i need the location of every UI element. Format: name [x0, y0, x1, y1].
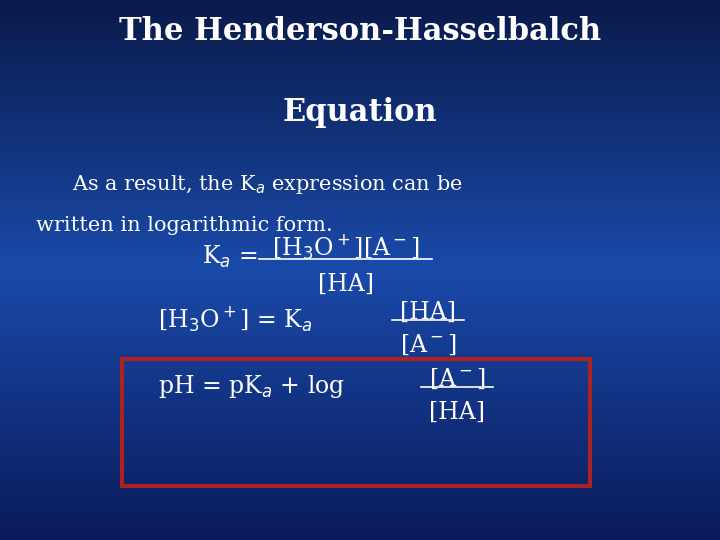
Text: [H$_3$O$^+$] = K$_a$: [H$_3$O$^+$] = K$_a$ — [158, 305, 313, 334]
Text: As a result, the K$_a$ expression can be: As a result, the K$_a$ expression can be — [72, 173, 463, 196]
Text: pH = pK$_a$ + log: pH = pK$_a$ + log — [158, 373, 346, 400]
Text: [HA]: [HA] — [318, 273, 374, 296]
Text: Equation: Equation — [283, 97, 437, 128]
Text: The Henderson-Hasselbalch: The Henderson-Hasselbalch — [119, 16, 601, 47]
Text: [A$^-$]: [A$^-$] — [400, 333, 456, 357]
Text: [A$^-$]: [A$^-$] — [429, 367, 485, 392]
Text: K$_a$ =: K$_a$ = — [202, 244, 257, 269]
Text: [H$_3$O$^+$][A$^-$]: [H$_3$O$^+$][A$^-$] — [271, 233, 420, 262]
Text: [HA]: [HA] — [400, 301, 456, 323]
Text: [HA]: [HA] — [429, 401, 485, 424]
Text: written in logarithmic form.: written in logarithmic form. — [36, 216, 333, 235]
